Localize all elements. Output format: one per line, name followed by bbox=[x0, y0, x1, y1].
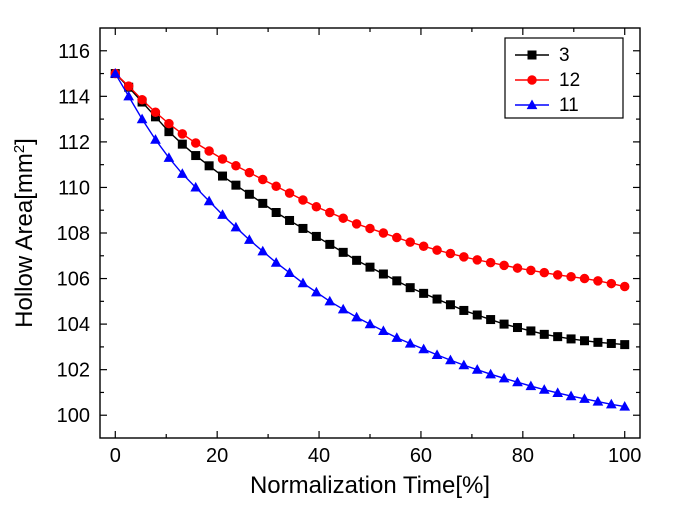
y-axis-label: Hollow Area[mm2] bbox=[11, 138, 39, 328]
legend-label-3: 3 bbox=[559, 45, 570, 66]
legend-label-11: 11 bbox=[559, 95, 579, 116]
x-tick-label: 40 bbox=[308, 445, 330, 467]
x-tick-label: 100 bbox=[608, 445, 641, 467]
y-tick-label: 104 bbox=[57, 314, 90, 336]
y-tick-label: 110 bbox=[58, 177, 90, 199]
x-tick-label: 0 bbox=[110, 445, 121, 467]
x-axis-label: Normalization Time[%] bbox=[250, 472, 490, 499]
y-tick-label: 106 bbox=[57, 269, 90, 291]
chart-svg: 0 20 40 60 80 100 100 102 104 106 108 110 112 114 116 N… bbox=[0, 0, 687, 515]
y-tick-label: 100 bbox=[57, 405, 90, 427]
x-tick-label: 20 bbox=[206, 445, 228, 467]
y-tick-label: 102 bbox=[57, 360, 90, 382]
legend-label-12: 12 bbox=[559, 70, 580, 91]
x-tick-label: 60 bbox=[410, 445, 432, 467]
y-tick-label: 108 bbox=[57, 223, 90, 245]
y-tick-label: 114 bbox=[58, 86, 90, 108]
y-tick-label: 116 bbox=[58, 41, 90, 63]
x-tick-label: 80 bbox=[512, 445, 534, 467]
legend: 3 12 11 bbox=[505, 38, 623, 118]
y-tick-label: 112 bbox=[58, 132, 90, 154]
chart-container: 0 20 40 60 80 100 100 102 104 106 108 110 112 114 116 N… bbox=[0, 0, 687, 515]
